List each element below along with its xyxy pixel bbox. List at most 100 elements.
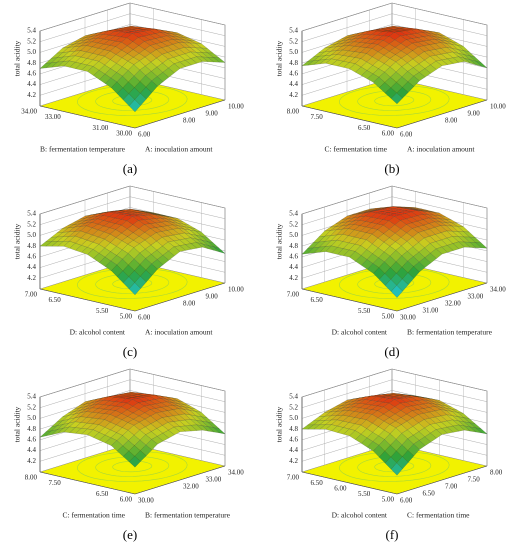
- surface-cell: [390, 92, 403, 105]
- floor-contour: [76, 451, 188, 482]
- z-tick-label: 4.8: [289, 425, 298, 433]
- x-tick-label: 31.00: [423, 307, 439, 315]
- y-tick-label: 33.00: [45, 113, 61, 121]
- z-tick-label: 5.2: [27, 37, 36, 45]
- z-axis-label: total acidity: [13, 406, 22, 442]
- x-tick-label: 30.00: [138, 497, 154, 505]
- x-tick-label: 34.00: [490, 286, 506, 294]
- z-tick-label: 5.0: [27, 48, 36, 56]
- x-tick-label: 8.00: [490, 469, 503, 477]
- y-tick-label: 7.50: [311, 113, 324, 121]
- x-tick-label: 10.00: [228, 103, 244, 111]
- y-tick-label: 6.00: [382, 130, 395, 138]
- z-tick-label: 4.6: [27, 252, 36, 260]
- axis-edge: [301, 465, 488, 495]
- y-axis-label: D: alcohol content: [332, 511, 388, 520]
- panel-label: (c): [123, 344, 137, 359]
- floor-contour: [112, 460, 153, 473]
- axis-edge: [39, 282, 226, 312]
- x-tick-label: 8.00: [183, 300, 196, 308]
- grid-line: [301, 368, 488, 398]
- z-tick-label: 4.6: [289, 69, 298, 77]
- x-tick-label: 6.00: [400, 497, 413, 505]
- y-tick-label: 6.00: [334, 485, 347, 493]
- x-axis-label: C: fermentation time: [407, 511, 470, 520]
- x-tick-label: 30.00: [400, 314, 416, 322]
- z-tick-label: 4.4: [289, 263, 298, 271]
- y-tick-label: 7.00: [287, 291, 300, 299]
- x-tick-label: 32.00: [445, 300, 461, 308]
- y-axis-label: D: alcohol content: [70, 328, 126, 337]
- z-tick-label: 5.2: [289, 37, 298, 45]
- x-tick-label: 9.00: [206, 110, 219, 118]
- surface-plot: 4.2 4.4 4.6 4.8 5.0 5.2 5.4 6.00 8.00 9.00 10.00 5.…: [13, 185, 244, 359]
- x-tick-label: 9.00: [468, 110, 481, 118]
- z-tick-label: 4.2: [27, 274, 36, 282]
- surface-cell: [128, 456, 141, 468]
- z-tick-label: 4.8: [27, 242, 36, 250]
- axis-edge: [39, 99, 226, 129]
- axis-edge: [39, 465, 226, 495]
- z-tick-label: 5.2: [289, 403, 298, 411]
- x-tick-label: 33.00: [468, 293, 484, 301]
- x-axis-label: A: inoculation amount: [407, 145, 475, 154]
- z-tick-label: 5.0: [289, 231, 298, 239]
- y-tick-label: 6.50: [311, 296, 324, 304]
- z-axis-label: total acidity: [275, 223, 284, 259]
- y-tick-label: 6.50: [96, 490, 109, 498]
- surface-cell: [128, 282, 141, 296]
- y-axis-label: D: alcohol content: [332, 328, 388, 337]
- z-tick-label: 5.2: [27, 220, 36, 228]
- y-axis-label: B: fermentation temperature: [40, 145, 126, 154]
- x-tick-label: 7.00: [445, 483, 458, 491]
- z-tick-label: 5.0: [289, 48, 298, 56]
- x-tick-label: 32.00: [183, 483, 199, 491]
- surface-plot: 4.2 4.4 4.6 4.8 5.0 5.2 5.4 6.00 6.50 7.00 7.50 8.0…: [275, 368, 503, 542]
- x-tick-label: 33.00: [206, 476, 222, 484]
- z-tick-label: 5.4: [289, 27, 298, 35]
- surface-cell: [390, 462, 403, 476]
- y-tick-label: 30.00: [116, 130, 132, 138]
- y-tick-label: 34.00: [21, 108, 37, 116]
- z-tick-label: 5.4: [27, 210, 36, 218]
- z-tick-label: 4.6: [27, 435, 36, 443]
- panel-label: (b): [384, 161, 399, 176]
- surface-plot: 4.2 4.4 4.6 4.8 5.0 5.2 5.4 30.00 32.00 33.00 34.0…: [13, 368, 244, 542]
- x-tick-label: 10.00: [228, 286, 244, 294]
- y-tick-label: 5.00: [120, 313, 133, 321]
- z-tick-label: 4.6: [289, 252, 298, 260]
- z-tick-label: 5.0: [27, 414, 36, 422]
- axis-edge: [301, 282, 488, 312]
- x-tick-label: 6.00: [138, 131, 151, 139]
- z-tick-label: 4.4: [27, 80, 36, 88]
- z-tick-label: 5.2: [289, 220, 298, 228]
- z-tick-label: 4.2: [289, 457, 298, 465]
- y-tick-label: 31.00: [93, 124, 109, 132]
- z-tick-label: 5.2: [27, 403, 36, 411]
- y-tick-label: 6.50: [358, 124, 371, 132]
- z-tick-label: 4.8: [27, 59, 36, 67]
- axis-edge: [301, 99, 488, 129]
- z-tick-label: 4.8: [289, 242, 298, 250]
- z-tick-label: 4.2: [27, 91, 36, 99]
- x-tick-label: 10.00: [490, 103, 506, 111]
- z-tick-label: 4.2: [289, 274, 298, 282]
- z-tick-label: 4.4: [27, 263, 36, 271]
- x-axis-label: A: inoculation amount: [145, 145, 213, 154]
- y-tick-label: 6.00: [120, 496, 133, 504]
- z-tick-label: 4.4: [289, 80, 298, 88]
- z-axis-label: total acidity: [275, 40, 284, 76]
- panel-label: (a): [123, 161, 137, 176]
- z-tick-label: 4.8: [289, 59, 298, 67]
- surface-cell: [390, 285, 403, 298]
- y-axis-label: C: fermentation time: [63, 511, 126, 520]
- x-tick-label: 34.00: [228, 469, 244, 477]
- z-tick-label: 5.0: [27, 231, 36, 239]
- y-axis-label: C: fermentation time: [325, 145, 388, 154]
- x-axis-label: B: fermentation temperature: [407, 328, 493, 337]
- surface-plot: 4.2 4.4 4.6 4.8 5.0 5.2 5.4 30.00 31.00 32.00 33.0…: [275, 185, 506, 359]
- z-tick-label: 4.6: [289, 435, 298, 443]
- z-tick-label: 5.4: [289, 393, 298, 401]
- z-tick-label: 4.8: [27, 425, 36, 433]
